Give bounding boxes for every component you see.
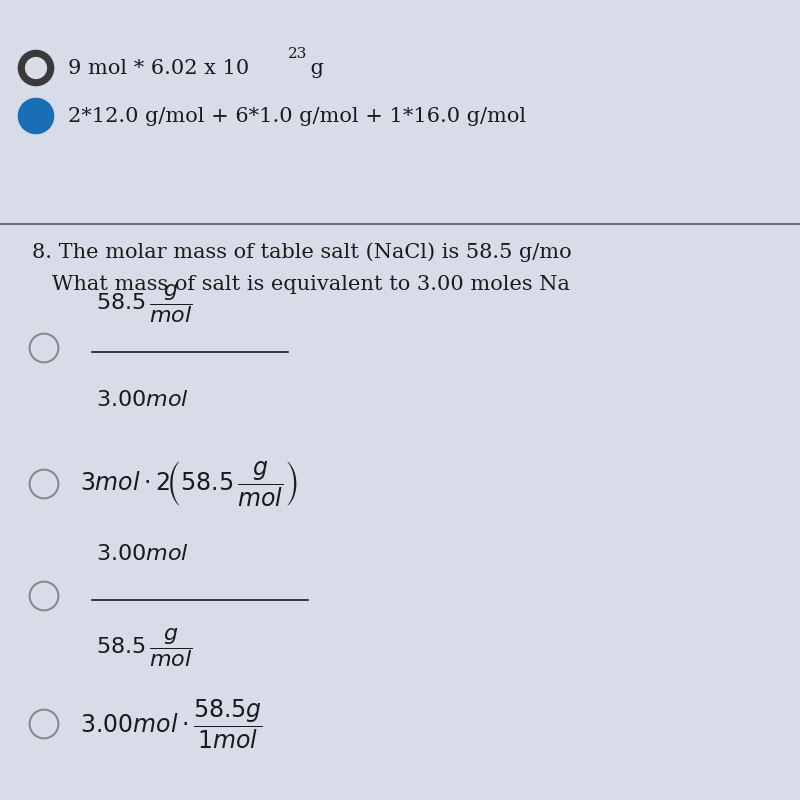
- Text: What mass of salt is equivalent to 3.00 moles Na: What mass of salt is equivalent to 3.00 …: [32, 274, 570, 294]
- Text: 8. The molar mass of table salt (NaCl) is 58.5 g/mo: 8. The molar mass of table salt (NaCl) i…: [32, 242, 572, 262]
- Circle shape: [18, 50, 54, 86]
- Text: g: g: [304, 58, 324, 78]
- Text: 9 mol * 6.02 x 10: 9 mol * 6.02 x 10: [68, 58, 250, 78]
- Circle shape: [18, 98, 54, 134]
- Text: $3.00mol$: $3.00mol$: [96, 543, 189, 566]
- Text: 23: 23: [288, 46, 307, 61]
- Text: $58.5\,\dfrac{g}{mol}$: $58.5\,\dfrac{g}{mol}$: [96, 626, 193, 670]
- Text: $58.5\,\dfrac{g}{mol}$: $58.5\,\dfrac{g}{mol}$: [96, 282, 193, 326]
- Circle shape: [26, 58, 46, 78]
- Text: 2*12.0 g/mol + 6*1.0 g/mol + 1*16.0 g/mol: 2*12.0 g/mol + 6*1.0 g/mol + 1*16.0 g/mo…: [68, 106, 526, 126]
- Text: $3.00mol\cdot\dfrac{58.5g}{1mol}$: $3.00mol\cdot\dfrac{58.5g}{1mol}$: [80, 698, 263, 750]
- Text: $3mol\cdot2\!\left(58.5\,\dfrac{g}{mol}\right)$: $3mol\cdot2\!\left(58.5\,\dfrac{g}{mol}\…: [80, 459, 298, 509]
- Text: $3.00mol$: $3.00mol$: [96, 389, 189, 411]
